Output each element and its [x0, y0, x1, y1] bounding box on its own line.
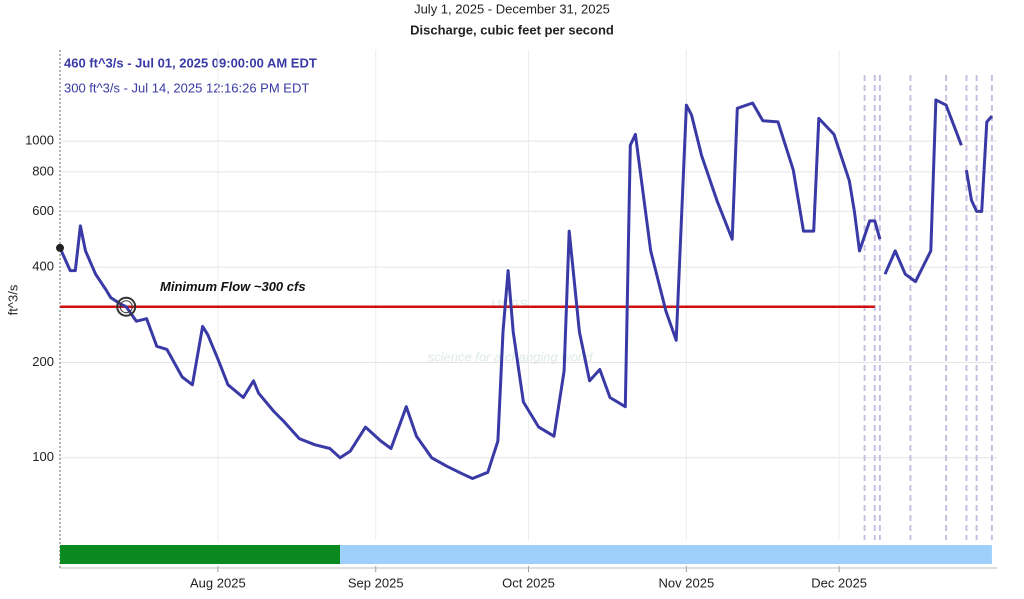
chart-title: July 1, 2025 - December 31, 2025	[414, 1, 610, 16]
y-axis-label: ft^3/s	[5, 284, 20, 315]
x-tick-label: Dec 2025	[811, 575, 867, 590]
y-tick-label: 800	[32, 163, 54, 178]
highlight-point	[116, 296, 137, 317]
x-tick-label: Oct 2025	[502, 575, 555, 590]
status-segment	[60, 545, 341, 564]
y-tick-label: 600	[32, 203, 54, 218]
status-segment	[340, 545, 992, 564]
x-tick-label: Sep 2025	[348, 575, 404, 590]
x-tick-label: Nov 2025	[659, 575, 715, 590]
header-line: 300 ft^3/s - Jul 14, 2025 12:16:26 PM ED…	[64, 80, 309, 95]
reference-label: Minimum Flow ~300 cfs	[160, 279, 306, 294]
highlight-point	[56, 243, 64, 252]
discharge-line	[58, 98, 994, 480]
highlight-point-inner	[119, 300, 133, 314]
header-line: 460 ft^3/s - Jul 01, 2025 09:00:00 AM ED…	[64, 55, 317, 70]
y-tick-label: 400	[32, 259, 54, 274]
y-tick-label: 200	[32, 354, 54, 369]
chart-subtitle: Discharge, cubic feet per second	[410, 22, 614, 37]
x-tick-label: Aug 2025	[190, 575, 246, 590]
watermark: science for a changing world	[428, 349, 594, 364]
y-tick-label: 100	[32, 449, 54, 464]
y-tick-label: 1000	[25, 133, 54, 148]
